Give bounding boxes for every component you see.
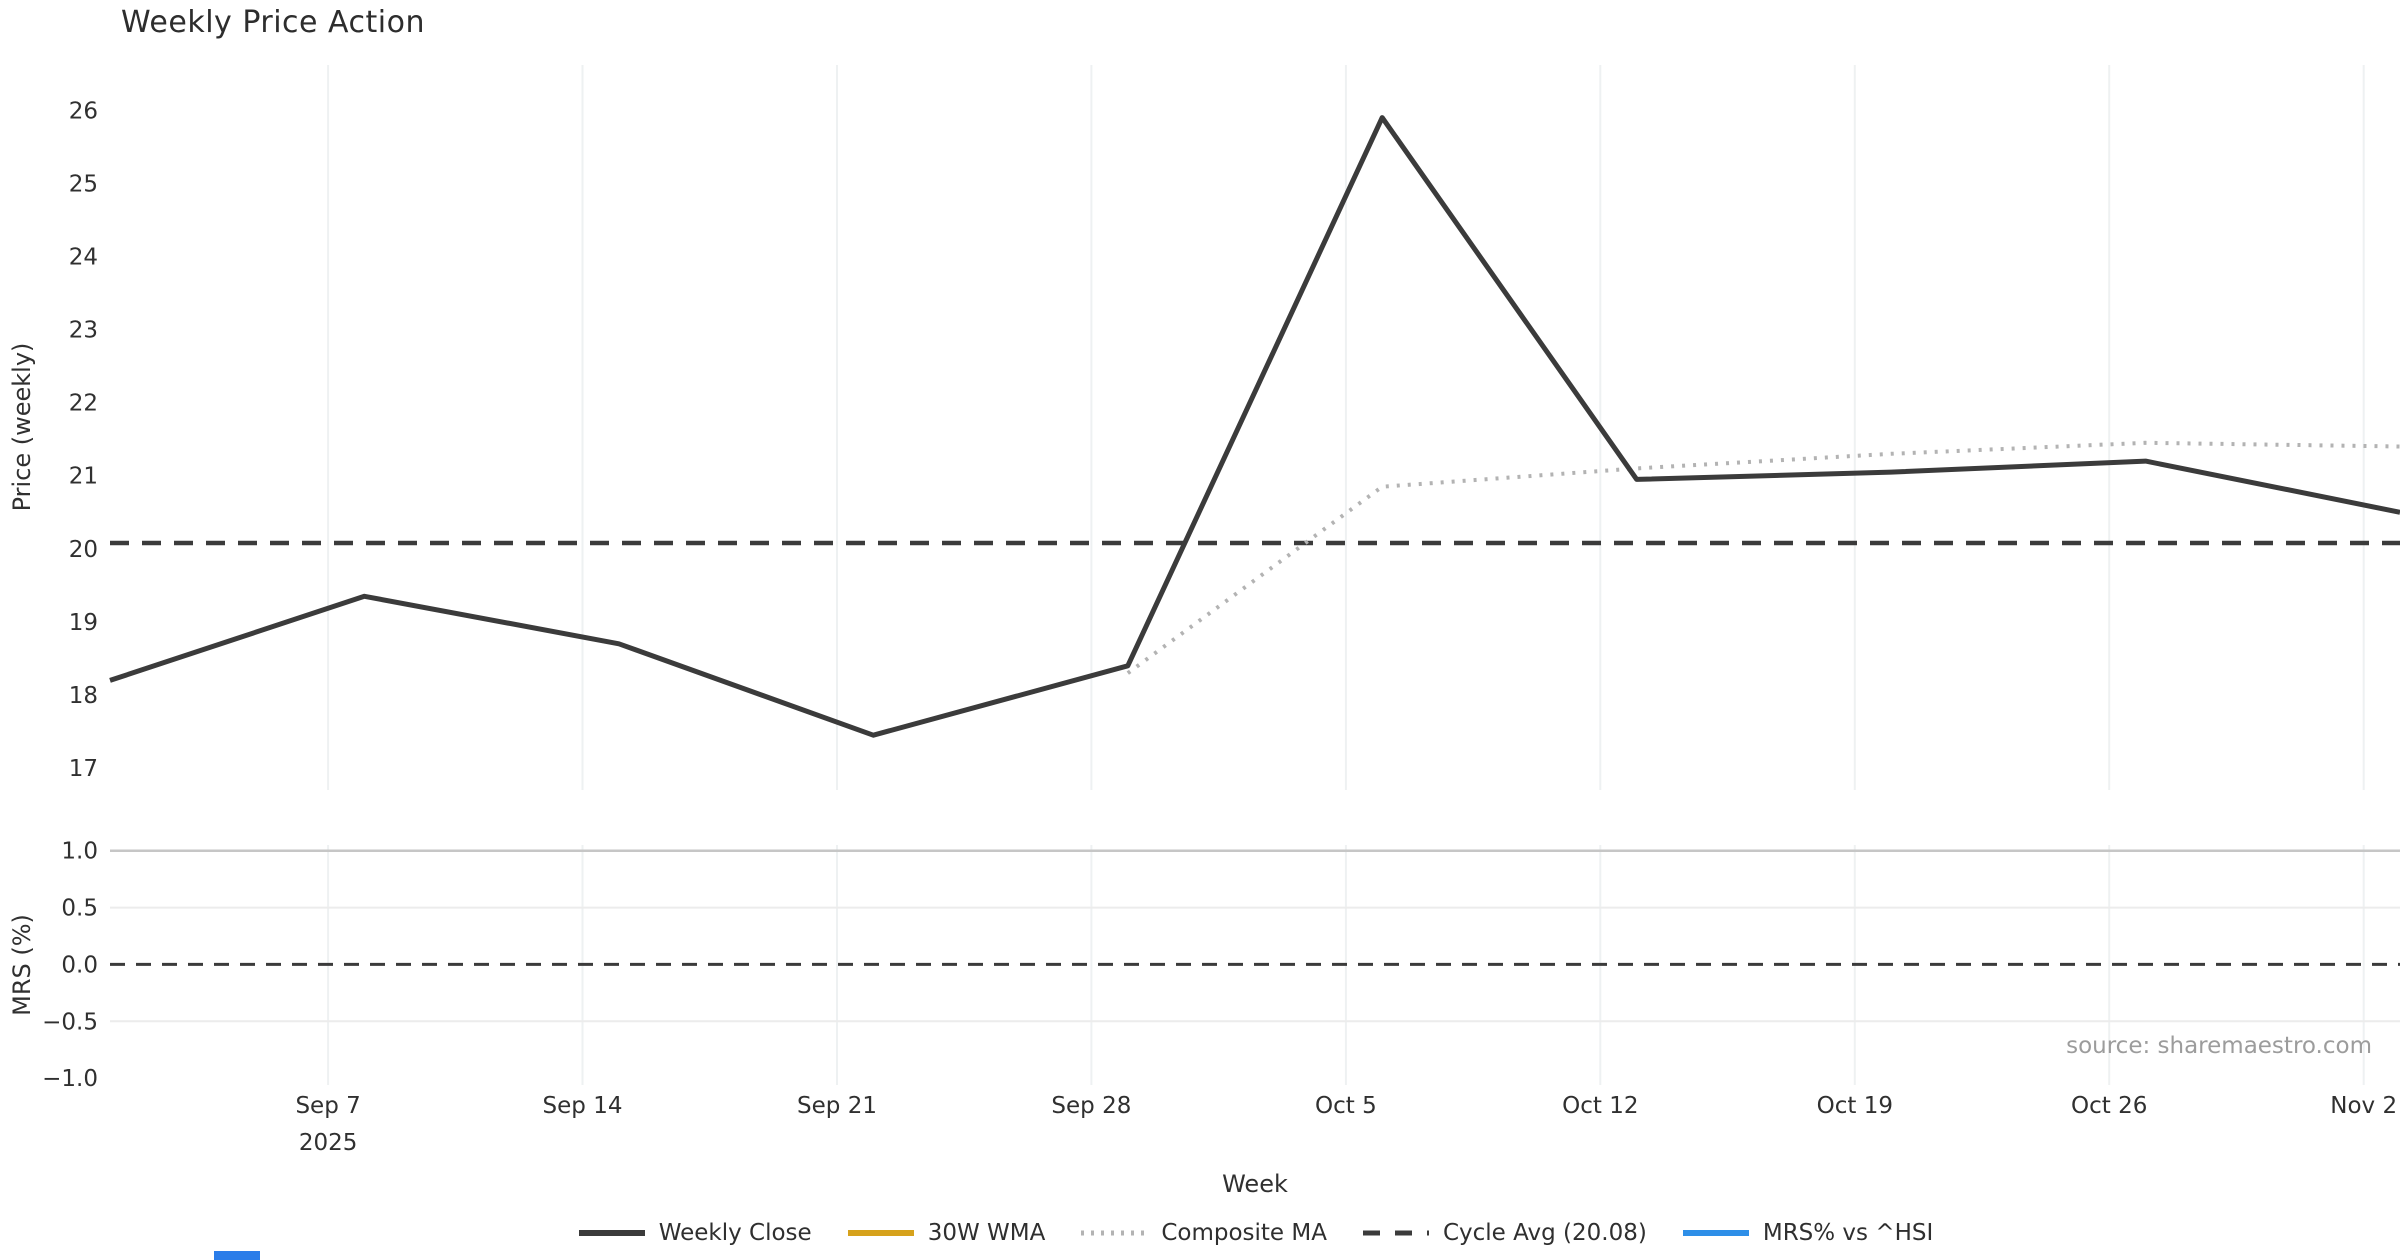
y-tick-label: 21 [69, 464, 98, 490]
x-tick-label: Sep 28 [1051, 1093, 1131, 1119]
legend-item: MRS% vs ^HSI [1681, 1220, 1933, 1246]
legend-item: Weekly Close [577, 1220, 812, 1246]
y-axis-label-price: Price (weekly) [8, 343, 36, 512]
legend-label: MRS% vs ^HSI [1762, 1220, 1934, 1246]
y-tick-label: 22 [69, 391, 98, 417]
x-tick-label: Sep 21 [797, 1093, 877, 1119]
x-tick-label: Oct 19 [1817, 1093, 1893, 1119]
legend-item: Cycle Avg (20.08) [1361, 1220, 1647, 1246]
solid-line-swatch-icon [847, 1230, 914, 1236]
x-tick-label: Oct 5 [1315, 1093, 1377, 1119]
y-tick-label: −0.5 [42, 1009, 98, 1035]
y-tick-label: 26 [69, 98, 98, 124]
y-tick-label: 0.5 [61, 896, 98, 922]
legend-label: Weekly Close [658, 1220, 812, 1246]
x-tick-label: Sep 7 [295, 1093, 360, 1119]
y-tick-label: 18 [69, 683, 98, 709]
series-layer [109, 115, 2400, 966]
y-tick-label: −1.0 [42, 1066, 98, 1092]
x-axis-label: Week [1222, 1170, 1288, 1198]
x-tick-label: Nov 2 [2330, 1093, 2397, 1119]
y-tick-label: 25 [69, 171, 98, 197]
source-note: source: sharemaestro.com [2066, 1033, 2372, 1059]
weekly-close-line [109, 115, 2400, 738]
legend-label: Cycle Avg (20.08) [1442, 1220, 1647, 1246]
bottom-left-blue-fragment [214, 1251, 260, 1260]
y-tick-label: 0.0 [61, 952, 98, 978]
y-tick-label: 19 [69, 610, 98, 636]
legend-label: 30W WMA [927, 1220, 1046, 1246]
y-axis-label-mrs: MRS (%) [8, 914, 36, 1016]
dotted-line-swatch-icon [1081, 1230, 1148, 1236]
legend-item: 30W WMA [846, 1220, 1046, 1246]
x-tick-label: Oct 12 [1562, 1093, 1638, 1119]
chart-legend: Weekly Close 30W WMA Composite MA Cycle Avg… [110, 1208, 2400, 1258]
dashed-line-swatch-icon [1362, 1230, 1429, 1236]
page-title: Weekly Price Action [121, 5, 425, 40]
gridline-layer [110, 65, 2400, 1085]
legend-item: Composite MA [1079, 1220, 1327, 1246]
x-tick-year: 2025 [299, 1130, 358, 1156]
y-tick-label: 17 [69, 756, 98, 782]
y-tick-label: 24 [69, 245, 98, 271]
y-tick-label: 20 [69, 537, 98, 563]
x-tick-label: Oct 26 [2071, 1093, 2147, 1119]
composite-ma-line [1126, 440, 2400, 675]
solid-line-swatch-icon [578, 1230, 645, 1236]
x-tick-label: Sep 14 [543, 1093, 623, 1119]
solid-line-swatch-icon [1682, 1230, 1749, 1236]
y-tick-label: 23 [69, 318, 98, 344]
legend-label: Composite MA [1161, 1220, 1327, 1246]
y-tick-label: 1.0 [61, 839, 98, 865]
